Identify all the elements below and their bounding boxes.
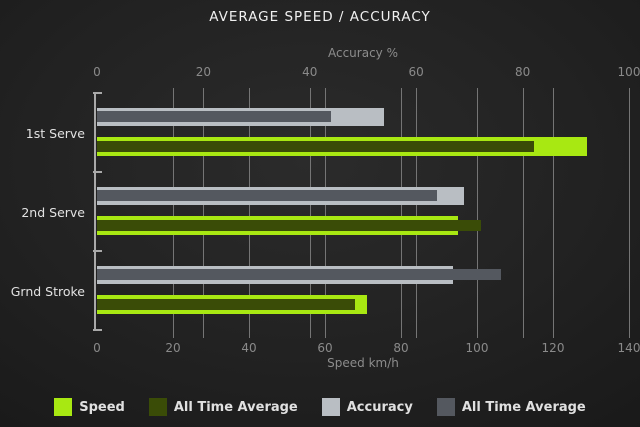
gridline-accuracy-80 xyxy=(522,88,524,338)
gridline-accuracy-40 xyxy=(309,88,311,338)
legend-swatch-0 xyxy=(54,398,73,416)
bottom-tick-120: 120 xyxy=(541,341,565,355)
axis-band-cap xyxy=(93,171,102,173)
bottom-tick-140: 140 xyxy=(617,341,640,355)
category-label: Grnd Stroke xyxy=(10,284,85,299)
category-label: 1st Serve xyxy=(25,126,85,141)
legend-label-0: Speed xyxy=(79,399,125,415)
legend-swatch-1 xyxy=(148,398,167,416)
bottom-axis-title: Speed km/h xyxy=(327,356,399,370)
axis-band-cap xyxy=(93,329,102,331)
legend-label-1: All Time Average xyxy=(173,399,298,415)
gridline-accuracy-20 xyxy=(203,88,205,338)
category-label: 2nd Serve xyxy=(21,205,85,220)
top-tick-60: 60 xyxy=(408,65,424,79)
bar-speed-avg xyxy=(97,141,534,152)
legend-swatch-3 xyxy=(436,398,455,416)
bottom-tick-100: 100 xyxy=(465,341,489,355)
legend-item-3: All Time Average xyxy=(436,398,586,416)
legend: Speed All Time Average Accuracy All Time Av… xyxy=(0,395,640,419)
top-tick-100: 100 xyxy=(617,65,640,79)
gridline-speed-100 xyxy=(477,88,478,338)
top-axis-title: Accuracy % xyxy=(327,46,398,60)
bar-accuracy-avg xyxy=(97,269,502,280)
top-tick-0: 0 xyxy=(93,65,101,79)
chart-title: AVERAGE SPEED / ACCURACY xyxy=(209,9,431,25)
bar-accuracy-avg xyxy=(97,111,332,122)
gridline-speed-20 xyxy=(173,88,174,338)
legend-item-1: All Time Average xyxy=(148,398,298,416)
axis-band-cap xyxy=(93,92,102,94)
gridline-speed-60 xyxy=(325,88,326,338)
gridline-speed-120 xyxy=(553,88,554,338)
y-axis-line xyxy=(94,92,96,331)
legend-item-2: Accuracy xyxy=(321,398,413,416)
bar-accuracy-avg xyxy=(97,190,438,201)
gridline-accuracy-100 xyxy=(629,88,630,338)
top-tick-20: 20 xyxy=(195,65,212,79)
bar-speed-avg xyxy=(97,220,481,231)
gridline-speed-80 xyxy=(401,88,402,338)
top-tick-40: 40 xyxy=(302,65,318,79)
bottom-tick-20: 20 xyxy=(165,341,181,355)
gridline-speed-40 xyxy=(249,88,250,338)
legend-label-2: Accuracy xyxy=(346,399,413,415)
axis-band-cap xyxy=(93,250,102,252)
bottom-tick-40: 40 xyxy=(241,341,257,355)
bottom-tick-60: 60 xyxy=(317,341,333,355)
legend-item-0: Speed xyxy=(54,398,125,416)
legend-swatch-2 xyxy=(321,398,340,416)
bottom-tick-80: 80 xyxy=(393,341,409,355)
gridline-accuracy-60 xyxy=(416,88,418,338)
legend-label-3: All Time Average xyxy=(461,399,586,415)
top-tick-80: 80 xyxy=(514,65,531,79)
bar-speed-avg xyxy=(97,299,356,310)
bottom-tick-0: 0 xyxy=(93,341,101,355)
